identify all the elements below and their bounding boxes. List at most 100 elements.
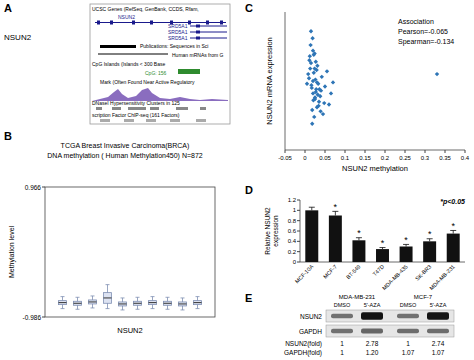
x-tick-label: SK-BR3: [414, 263, 432, 281]
x-tick: [305, 150, 306, 153]
x-tick-label: 0.4: [461, 155, 470, 161]
exon: [132, 21, 135, 25]
exon: [97, 21, 100, 25]
lane-label: DMSO: [400, 302, 417, 308]
scatter-point: [316, 82, 320, 86]
title: TCGA Breast Invasive Carcinoma(BRCA): [61, 142, 190, 150]
fold-value: 1: [340, 340, 344, 347]
whisker-cap: [196, 308, 200, 309]
annotation: Pearson=-0.065: [398, 28, 448, 35]
panel-label: E: [245, 292, 252, 304]
y-tick: [297, 241, 300, 242]
y-tick: [297, 231, 300, 232]
whisker-cap: [61, 308, 65, 309]
blot-strip: [326, 325, 454, 337]
fold-value: 1.20: [366, 349, 379, 356]
blot-band: [331, 329, 353, 334]
whisker-cap: [121, 309, 125, 310]
dnase-bar: [150, 107, 159, 110]
box-body: [89, 300, 97, 304]
scatter-point: [312, 115, 316, 119]
fold-value: 1: [340, 349, 344, 356]
whisker-cap: [61, 296, 65, 297]
blot-row-label: NSUN2: [300, 313, 322, 320]
gene-line: [190, 26, 227, 27]
annotation: Association: [398, 18, 434, 25]
x-tick: [445, 150, 446, 153]
x-tick-label: 0.05: [319, 155, 331, 161]
box-median: [134, 303, 142, 304]
x-tick: [465, 150, 466, 153]
exon: [188, 21, 191, 25]
blot-band: [397, 314, 419, 319]
x-tick-label: MCF-10A: [294, 263, 315, 284]
scatter-point: [315, 64, 319, 68]
x-tick: [345, 150, 346, 153]
blot-band: [397, 329, 419, 334]
whisker-cap: [151, 296, 155, 297]
scatter-point: [313, 97, 317, 101]
y-tick-label: 1.2: [288, 197, 297, 203]
subtitle: DNA methylation ( Human Methylation450) …: [47, 152, 203, 160]
track-label: SRD5A1: [168, 35, 188, 41]
y-axis-label: NSUN2 mRNA expression: [265, 37, 274, 125]
gene-line: [190, 32, 227, 33]
bar: [376, 249, 389, 262]
plot-frame: [45, 187, 215, 317]
group-label: MDA-MB-231: [339, 294, 376, 300]
dnase-bar: [176, 107, 188, 110]
fold-row-label: NSUN2(fold): [285, 340, 322, 348]
scatter-point: [317, 87, 321, 91]
box-body: [59, 301, 67, 305]
annotation: *p<0.05: [440, 198, 465, 206]
panel-label: C: [245, 2, 253, 14]
scatter-point: [316, 93, 320, 97]
box-median: [149, 302, 157, 303]
bar: [447, 234, 460, 262]
exon: [206, 21, 209, 25]
dnase-bar: [96, 107, 102, 110]
scatter-point: [314, 68, 318, 72]
y-tick-label: 0: [293, 259, 297, 265]
significance-mark: *: [404, 235, 408, 245]
exon: [220, 21, 223, 25]
significance-mark: *: [357, 228, 361, 238]
y-tick: [297, 251, 300, 252]
y-tick: [297, 200, 300, 201]
lane-label: DMSO: [334, 302, 351, 308]
plot-marks: [59, 285, 202, 310]
exon: [150, 21, 153, 25]
exon: [110, 21, 113, 25]
scatter-point: [314, 59, 318, 63]
y-axis-label: expression: [272, 215, 280, 247]
scatter-point: [307, 58, 311, 62]
x-tick-label: 0: [303, 155, 307, 161]
scatter-point: [306, 72, 310, 76]
gene-line: [190, 38, 227, 39]
box-median: [89, 301, 97, 302]
blot-band: [331, 314, 353, 319]
scatter-point: [310, 122, 314, 126]
scatter-point: [322, 101, 326, 105]
box-median: [74, 303, 82, 304]
box-median: [164, 303, 172, 304]
track-label: CpG Islands (Islands < 300 Base: [92, 61, 165, 67]
whisker-cap: [181, 309, 185, 310]
x-tick-label: T47D: [371, 263, 385, 277]
y-axis-label: Relative NSUN2: [264, 207, 271, 255]
scatter-point: [323, 84, 327, 88]
panel-label: A: [4, 2, 12, 14]
scatter-point: [320, 75, 324, 79]
box-body: [179, 302, 187, 306]
scatter-point: [312, 71, 316, 75]
exon: [196, 37, 200, 40]
scatter-point: [435, 72, 439, 76]
box-body: [74, 301, 82, 305]
y-tick-label: 0.4: [288, 238, 297, 244]
whisker-cap: [166, 297, 170, 298]
bar: [329, 216, 342, 263]
annotation: Spearman=-0.134: [398, 38, 454, 46]
bar: [352, 240, 365, 262]
whisker-cap: [136, 309, 140, 310]
fold-value: 1: [406, 340, 410, 347]
